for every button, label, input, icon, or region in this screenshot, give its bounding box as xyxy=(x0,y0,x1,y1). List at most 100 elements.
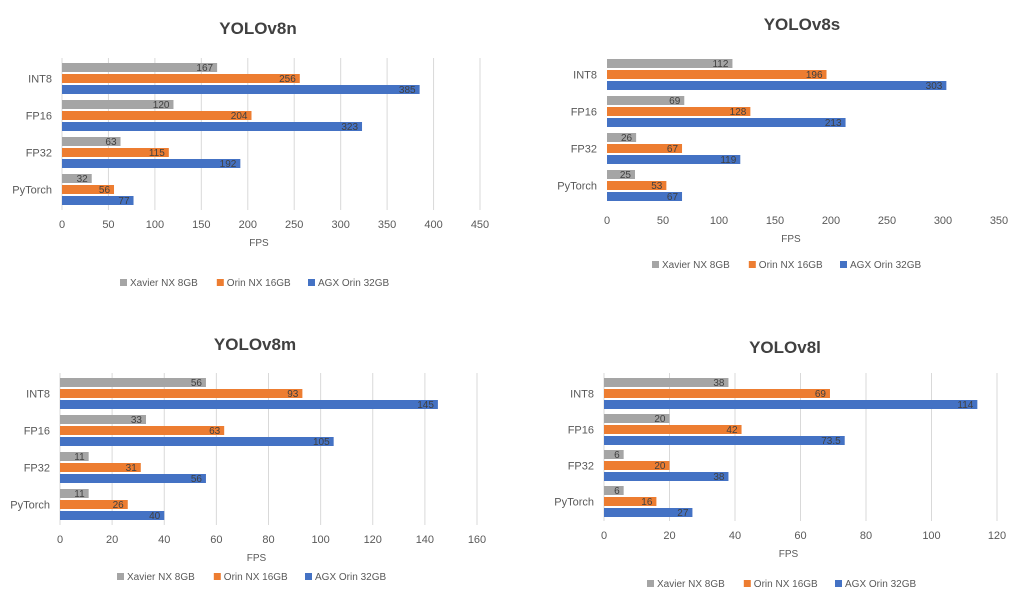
category-label-fp16: FP16 xyxy=(571,107,597,119)
bar-xavier-nx-8gb-fp16 xyxy=(604,414,670,423)
legend-label-orin-nx-16gb: Orin NX 16GB xyxy=(754,579,818,590)
data-label: 77 xyxy=(118,196,130,207)
bar-orin-nx-16gb-int8 xyxy=(60,389,303,398)
bar-orin-nx-16gb-int8 xyxy=(62,74,300,83)
chart-yolov8m-svg: YOLOv8m 0 20 40 60 80 100 120 140 160 FPS INT8 56 93 1… xyxy=(10,335,486,583)
legend-label-agx-orin-32gb: AGX Orin 32GB xyxy=(318,278,389,289)
data-label: 385 xyxy=(399,85,416,96)
x-tick-label: 50 xyxy=(657,215,669,227)
x-tick-label: 150 xyxy=(192,219,210,231)
data-label: 38 xyxy=(713,378,725,389)
x-axis-label: FPS xyxy=(781,234,801,245)
chart-title: YOLOv8l xyxy=(749,338,821,357)
legend-label-xavier-nx-8gb: Xavier NX 8GB xyxy=(657,579,725,590)
data-label: 196 xyxy=(806,70,823,81)
bar-orin-nx-16gb-fp32 xyxy=(604,461,670,470)
x-tick-label: 80 xyxy=(262,534,274,546)
category-label-fp16: FP16 xyxy=(26,111,52,123)
data-label: 204 xyxy=(231,111,248,122)
legend-swatch-xavier-nx-8gb xyxy=(120,279,127,286)
data-label: 323 xyxy=(341,122,358,133)
data-label: 63 xyxy=(105,137,117,148)
bar-agx-orin-32gb-int8 xyxy=(604,400,978,409)
bar-agx-orin-32gb-int8 xyxy=(62,85,420,94)
data-label: 20 xyxy=(654,414,666,425)
data-label: 167 xyxy=(196,63,213,74)
data-label: 115 xyxy=(149,148,165,159)
legend-label-orin-nx-16gb: Orin NX 16GB xyxy=(759,260,823,271)
data-label: 93 xyxy=(287,389,299,400)
legend-label-orin-nx-16gb: Orin NX 16GB xyxy=(227,278,291,289)
bar-orin-nx-16gb-fp32 xyxy=(60,463,141,472)
x-tick-label: 60 xyxy=(794,530,806,542)
x-axis-label: FPS xyxy=(779,549,799,560)
bar-orin-nx-16gb-fp16 xyxy=(60,426,225,435)
data-label: 256 xyxy=(279,74,296,85)
x-tick-label: 100 xyxy=(710,215,728,227)
bar-xavier-nx-8gb-int8 xyxy=(604,378,729,387)
data-label: 6 xyxy=(614,450,620,461)
bar-xavier-nx-8gb-pytorch xyxy=(604,486,624,495)
x-tick-label: 250 xyxy=(285,219,303,231)
data-label: 192 xyxy=(220,159,237,170)
bar-xavier-nx-8gb-fp16 xyxy=(60,415,147,424)
bar-agx-orin-32gb-pytorch xyxy=(60,511,165,520)
chart-title: YOLOv8n xyxy=(219,19,296,38)
data-label: 38 xyxy=(713,472,725,483)
data-label: 56 xyxy=(191,378,203,389)
x-tick-label: 20 xyxy=(106,534,118,546)
data-label: 40 xyxy=(149,511,161,522)
data-label: 105 xyxy=(313,437,330,448)
x-tick-label: 40 xyxy=(158,534,170,546)
bar-agx-orin-32gb-pytorch xyxy=(604,508,693,517)
category-label-pytorch: PyTorch xyxy=(10,500,50,512)
data-label: 56 xyxy=(99,185,111,196)
category-label-fp32: FP32 xyxy=(571,144,597,156)
x-tick-label: 250 xyxy=(878,215,896,227)
bar-orin-nx-16gb-pytorch xyxy=(607,181,667,190)
data-label: 69 xyxy=(815,389,827,400)
data-label: 20 xyxy=(654,461,666,472)
category-label-fp32: FP32 xyxy=(24,463,50,475)
x-tick-label: 400 xyxy=(424,219,442,231)
legend-swatch-orin-nx-16gb xyxy=(213,573,221,580)
bar-agx-orin-32gb-int8 xyxy=(60,400,438,409)
x-tick-label: 80 xyxy=(860,530,872,542)
category-label-int8: INT8 xyxy=(26,389,50,401)
category-label-pytorch: PyTorch xyxy=(554,497,594,509)
x-tick-label: 140 xyxy=(416,534,434,546)
legend-label-orin-nx-16gb: Orin NX 16GB xyxy=(224,572,288,583)
legend-swatch-orin-nx-16gb xyxy=(216,279,224,286)
bar-agx-orin-32gb-fp32 xyxy=(60,474,206,483)
bar-agx-orin-32gb-fp32 xyxy=(604,472,729,481)
bar-agx-orin-32gb-fp16 xyxy=(604,436,845,445)
bar-orin-nx-16gb-fp16 xyxy=(607,107,751,116)
bar-xavier-nx-8gb-pytorch xyxy=(60,489,89,498)
bar-xavier-nx-8gb-int8 xyxy=(62,63,218,72)
data-label: 63 xyxy=(209,426,221,437)
bar-agx-orin-32gb-fp32 xyxy=(62,159,241,168)
data-label: 67 xyxy=(667,192,679,203)
bar-xavier-nx-8gb-fp32 xyxy=(607,133,637,142)
category-label-int8: INT8 xyxy=(573,70,597,82)
data-label: 31 xyxy=(126,463,138,474)
x-tick-label: 350 xyxy=(990,215,1008,227)
bar-agx-orin-32gb-fp16 xyxy=(60,437,334,446)
x-tick-label: 0 xyxy=(604,215,610,227)
category-label-fp32: FP32 xyxy=(26,148,52,160)
category-label-fp32: FP32 xyxy=(568,461,594,473)
chart-title: YOLOv8s xyxy=(764,15,841,34)
data-label: 303 xyxy=(926,81,943,92)
legend-swatch-agx-orin-32gb xyxy=(308,279,315,286)
bar-xavier-nx-8gb-fp32 xyxy=(604,450,624,459)
legend-label-xavier-nx-8gb: Xavier NX 8GB xyxy=(662,260,730,271)
chart-yolov8n-svg: YOLOv8n 0 50 100 150 200 250 300 350 400 450 FPS INT… xyxy=(12,19,489,289)
x-tick-label: 300 xyxy=(934,215,952,227)
data-label: 73.5 xyxy=(821,436,841,447)
legend-swatch-xavier-nx-8gb xyxy=(647,580,654,587)
data-label: 119 xyxy=(720,155,736,166)
bar-orin-nx-16gb-int8 xyxy=(607,70,827,79)
bar-xavier-nx-8gb-fp32 xyxy=(60,452,89,461)
legend-label-xavier-nx-8gb: Xavier NX 8GB xyxy=(127,572,195,583)
x-axis-label: FPS xyxy=(247,553,267,564)
